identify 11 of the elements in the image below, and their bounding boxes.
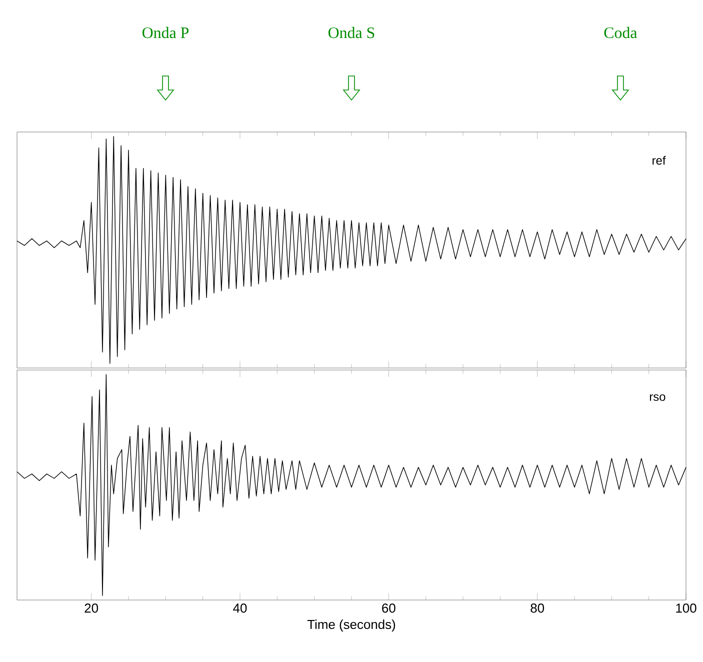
- text: Coda: [604, 26, 638, 38]
- x-tick-label: 60: [382, 604, 396, 613]
- x-tick-label: 100: [676, 604, 696, 613]
- text: Onda P: [142, 26, 189, 38]
- text: Onda S: [328, 26, 374, 38]
- text: rso: [650, 394, 666, 401]
- x-tick-label: 40: [233, 604, 247, 613]
- x-axis-title: Time (seconds): [307, 620, 396, 632]
- text: ref: [652, 156, 666, 165]
- x-tick-label: 80: [530, 604, 544, 613]
- x-tick-label: 20: [84, 604, 98, 613]
